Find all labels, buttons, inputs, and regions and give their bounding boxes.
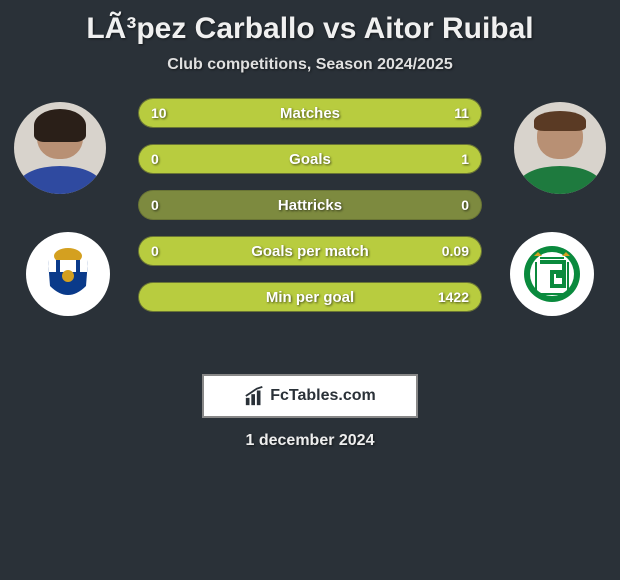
- stat-bar-matches: 1011Matches: [138, 98, 482, 128]
- stat-label: Hattricks: [139, 191, 481, 219]
- comparison-panel: 1011Matches01Goals00Hattricks00.09Goals …: [0, 102, 620, 362]
- stat-bars: 1011Matches 01Goals 00Hattricks 00.09Goals …: [138, 98, 482, 312]
- club-left-badge: [26, 232, 110, 316]
- stat-label: Goals per match: [139, 237, 481, 265]
- player-left-shoulders: [19, 166, 102, 194]
- player-left-avatar: [14, 102, 106, 194]
- stat-bar-goals-per-match: 00.09Goals per match: [138, 236, 482, 266]
- stat-label: Min per goal: [139, 283, 481, 311]
- player-right-shoulders: [519, 166, 602, 194]
- player-left-hair: [34, 109, 86, 142]
- chart-icon: [244, 385, 266, 407]
- stat-bar-hattricks: 00Hattricks: [138, 190, 482, 220]
- stat-bar-goals: 01Goals: [138, 144, 482, 174]
- club-right-badge: [510, 232, 594, 316]
- sociedad-crest-icon: [36, 242, 100, 306]
- stat-bar-min-per-goal: 1422Min per goal: [138, 282, 482, 312]
- brand-box: FcTables.com: [202, 374, 418, 418]
- player-right-avatar: [514, 102, 606, 194]
- subtitle: Club competitions, Season 2024/2025: [0, 56, 620, 74]
- date-text: 1 december 2024: [0, 432, 620, 450]
- player-right-hair: [534, 111, 586, 131]
- betis-crest-icon: [520, 242, 584, 306]
- stat-label: Matches: [139, 99, 481, 127]
- stat-label: Goals: [139, 145, 481, 173]
- page-title: LÃ³pez Carballo vs Aitor Ruibal: [0, 0, 620, 46]
- brand-text: FcTables.com: [270, 387, 376, 405]
